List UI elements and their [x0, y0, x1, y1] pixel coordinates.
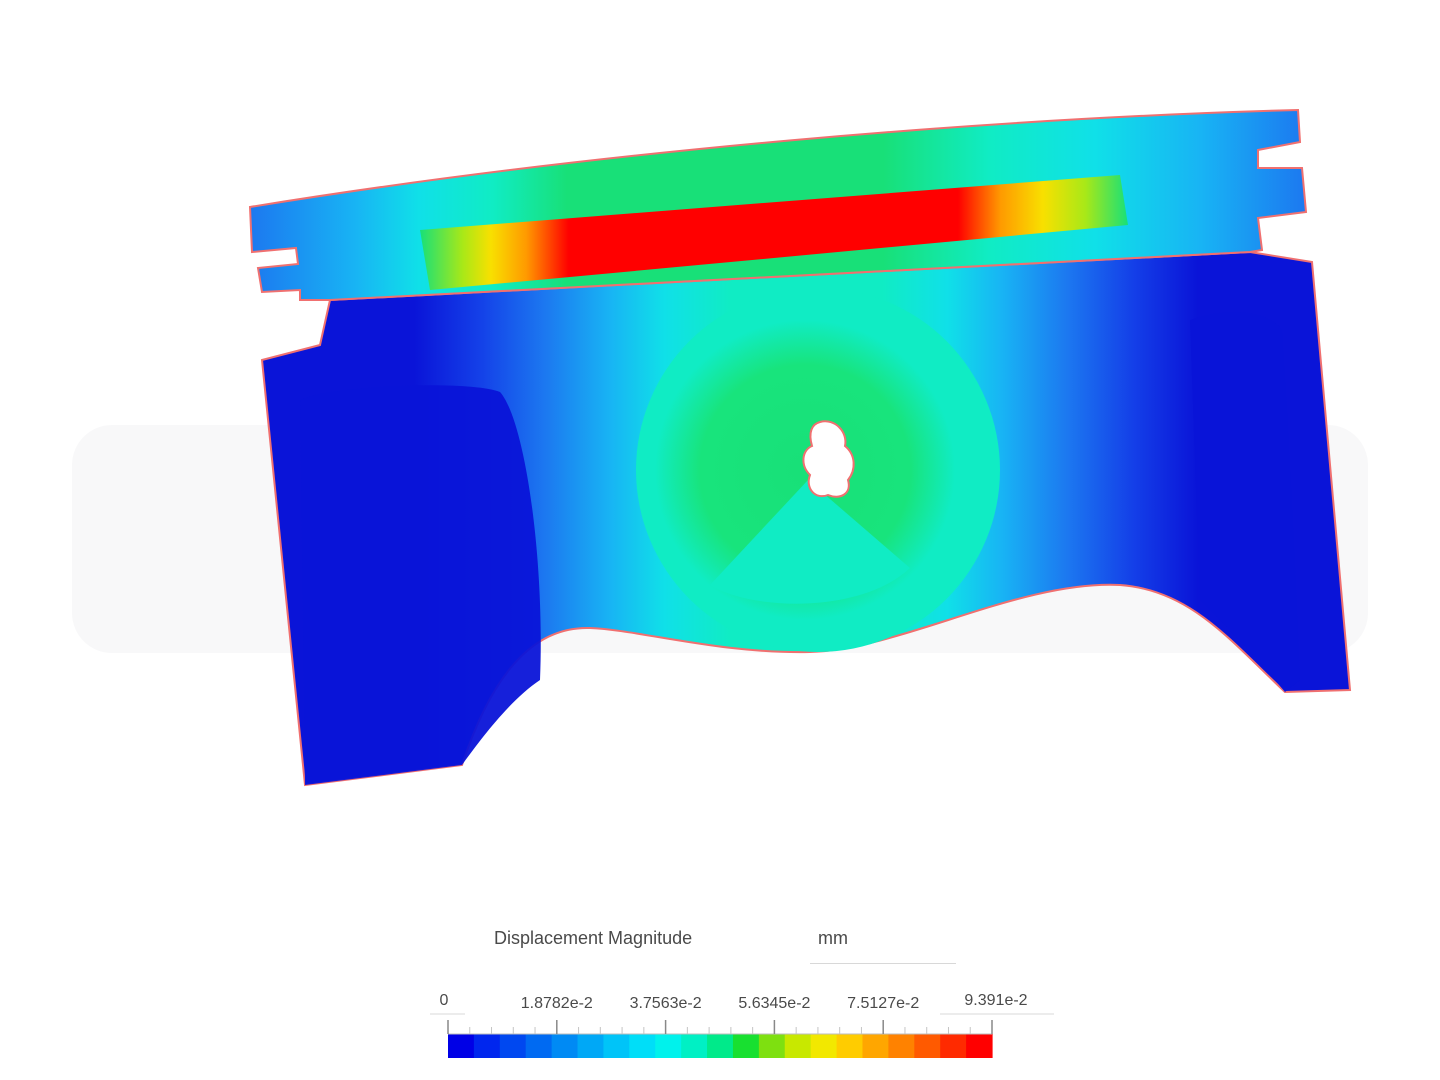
legend-color-band	[732, 1034, 760, 1058]
legend-color-band	[577, 1034, 605, 1058]
legend-color-band	[525, 1034, 553, 1058]
legend-title: Displacement Magnitude	[494, 928, 693, 948]
legend-color-band	[784, 1034, 812, 1058]
legend-tick-label: 9.391e-2	[964, 992, 1027, 1009]
legend-color-band	[707, 1034, 734, 1058]
legend-color-band	[940, 1034, 967, 1058]
pin-boss-lower-wedge	[710, 480, 910, 604]
legend-color-band	[914, 1034, 941, 1058]
legend-color-band	[551, 1034, 579, 1058]
crown-hot-zone	[420, 175, 1128, 290]
legend-min-label: 0	[440, 992, 449, 1009]
legend-color-band	[629, 1034, 656, 1058]
right-pocket	[1190, 311, 1300, 692]
pin-hole	[802, 420, 855, 498]
legend-color-band	[836, 1034, 864, 1058]
legend-unit-underline	[810, 963, 956, 964]
legend-color-band	[603, 1034, 630, 1058]
legend-color-band	[810, 1034, 838, 1058]
legend-scale: 0 1.8782e-2 3.7563e-2 5.6345e-2 7.5127e-2 9.3…	[430, 992, 1054, 1058]
legend-color-band	[758, 1034, 786, 1058]
legend-tick-label: 3.7563e-2	[630, 995, 702, 1012]
legend-color-band	[499, 1034, 527, 1058]
legend-color-band	[448, 1034, 475, 1058]
legend-tick-label: 5.6345e-2	[738, 995, 810, 1012]
left-pocket	[300, 385, 541, 785]
color-legend: 0 1.8782e-2 3.7563e-2 5.6345e-2 7.5127e-2 9.3…	[420, 920, 1080, 1070]
legend-tick-label: 1.8782e-2	[521, 995, 593, 1012]
legend-color-band	[473, 1034, 501, 1058]
legend-color-band	[888, 1034, 915, 1058]
legend-color-band	[681, 1034, 708, 1058]
legend-color-band	[862, 1034, 889, 1058]
legend-unit: mm	[818, 928, 848, 948]
legend-color-band	[966, 1034, 993, 1058]
legend-tick-label: 7.5127e-2	[847, 995, 919, 1012]
legend-color-band	[655, 1034, 682, 1058]
